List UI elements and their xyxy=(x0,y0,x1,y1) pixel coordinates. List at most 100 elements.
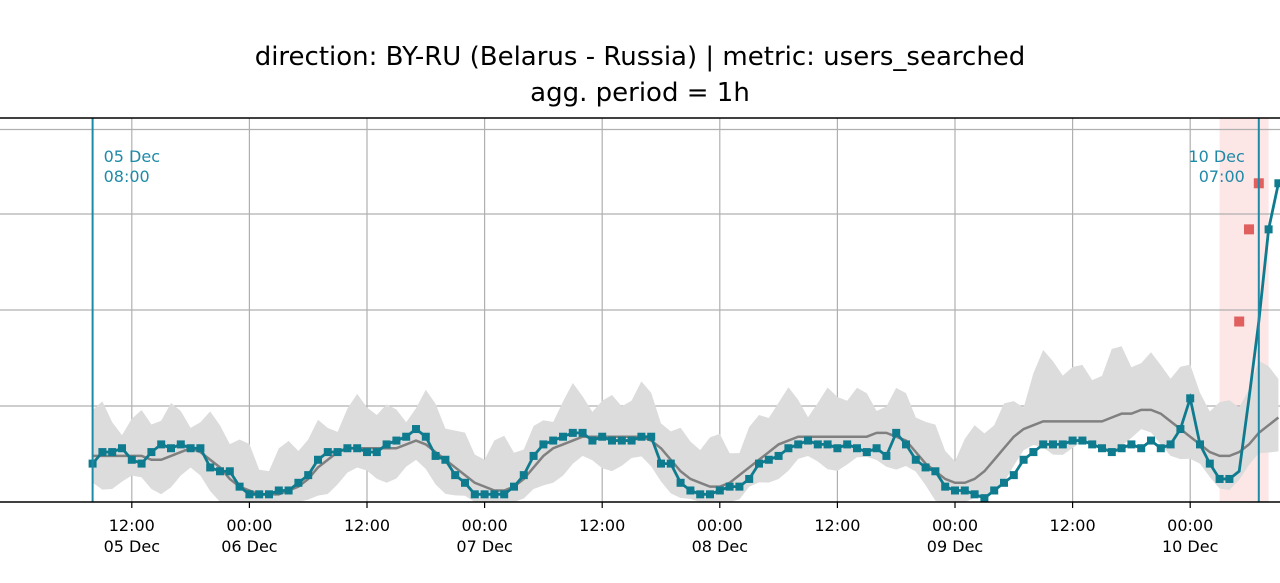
x-tick-label-time: 12:00 xyxy=(1050,516,1096,535)
actual-point xyxy=(568,428,577,437)
actual-point xyxy=(186,444,195,453)
actual-point xyxy=(235,482,244,491)
axes-layer xyxy=(0,117,1280,503)
actual-point xyxy=(274,486,283,495)
actual-line-layer xyxy=(88,178,1280,503)
marker-label-time: 07:00 xyxy=(1199,167,1245,186)
actual-point xyxy=(559,432,567,441)
actual-point xyxy=(176,440,185,449)
actual-point xyxy=(304,471,313,480)
actual-point xyxy=(696,490,705,499)
x-tick-label-date: 06 Dec xyxy=(221,537,277,556)
x-tick-label-time: 00:00 xyxy=(1167,516,1213,535)
actual-point xyxy=(1205,459,1214,468)
actual-point xyxy=(970,490,979,499)
confidence-band-layer xyxy=(92,346,1279,502)
confidence-band xyxy=(92,346,1279,502)
actual-point xyxy=(960,486,969,495)
actual-point xyxy=(1176,425,1185,434)
actual-point xyxy=(490,490,499,499)
actual-point xyxy=(608,436,616,445)
marker-label-time: 08:00 xyxy=(104,167,150,186)
actual-point xyxy=(764,455,773,464)
actual-point xyxy=(657,459,665,468)
actual-point xyxy=(843,440,852,449)
actual-point xyxy=(255,490,264,499)
actual-point xyxy=(157,440,166,449)
x-tick-labels-layer: 12:00 05 Dec 00:00 06 Dec 12:00 00:00 07 Dec 12… xyxy=(104,502,1218,556)
actual-point xyxy=(1068,436,1077,445)
actual-point xyxy=(147,448,156,457)
actual-point xyxy=(412,425,420,434)
actual-point xyxy=(784,444,793,453)
actual-point xyxy=(1127,440,1136,449)
actual-point xyxy=(529,451,538,460)
actual-point xyxy=(118,444,126,453)
x-tick-label-date: 08 Dec xyxy=(692,537,748,556)
actual-point xyxy=(333,448,342,457)
actual-point xyxy=(127,455,136,464)
actual-point xyxy=(1274,179,1280,188)
actual-point xyxy=(284,486,293,495)
actual-point xyxy=(1156,444,1165,453)
x-tick-label-time: 12:00 xyxy=(579,516,625,535)
actual-point xyxy=(1186,394,1195,403)
actual-point xyxy=(745,474,754,483)
actual-point xyxy=(804,436,812,445)
actual-point xyxy=(98,448,107,457)
actual-point xyxy=(1039,440,1048,449)
chart-title-line-2: agg. period = 1h xyxy=(530,78,750,108)
x-tick-label-time: 12:00 xyxy=(109,516,155,535)
actual-point xyxy=(225,467,234,476)
actual-point xyxy=(980,494,989,503)
actual-point xyxy=(196,444,205,453)
x-tick-label-date: 07 Dec xyxy=(456,537,512,556)
actual-point xyxy=(314,455,322,464)
actual-point xyxy=(519,471,528,480)
actual-point xyxy=(461,478,469,487)
actual-point xyxy=(1019,455,1028,464)
actual-point xyxy=(931,467,940,476)
actual-point xyxy=(167,444,175,453)
actual-point xyxy=(1215,474,1224,483)
actual-point xyxy=(990,486,999,495)
actual-point xyxy=(431,451,440,460)
actual-point xyxy=(1088,440,1097,449)
actual-point xyxy=(627,436,636,445)
actual-point xyxy=(1166,440,1175,449)
actual-point xyxy=(245,490,254,499)
actual-point xyxy=(1264,225,1273,234)
actual-point xyxy=(353,444,362,453)
actual-point xyxy=(441,455,450,464)
actual-point xyxy=(108,448,117,457)
actual-point xyxy=(294,478,303,487)
actual-point xyxy=(853,444,861,453)
actual-point xyxy=(137,459,146,468)
actual-point xyxy=(706,490,714,499)
actual-point xyxy=(1009,471,1018,480)
actual-point xyxy=(921,463,930,472)
actual-point xyxy=(598,432,607,441)
actual-point xyxy=(676,478,685,487)
actual-point xyxy=(647,432,656,441)
actual-point xyxy=(686,486,695,495)
x-tick-label-time: 00:00 xyxy=(462,516,508,535)
actual-point xyxy=(1000,478,1008,487)
actual-point xyxy=(735,482,744,491)
anomaly-point xyxy=(1234,316,1245,327)
x-tick-label-date: 09 Dec xyxy=(927,537,983,556)
actual-point xyxy=(588,436,597,445)
actual-point xyxy=(500,490,509,499)
actual-point xyxy=(470,490,479,499)
actual-point xyxy=(363,448,371,457)
actual-point xyxy=(382,440,391,449)
actual-point xyxy=(882,451,891,460)
actual-point xyxy=(911,455,920,464)
actual-point xyxy=(1196,440,1204,449)
anomaly-point xyxy=(1244,224,1254,235)
actual-point xyxy=(872,444,881,453)
actual-point xyxy=(755,459,763,468)
actual-point xyxy=(1078,436,1087,445)
actual-point xyxy=(892,428,901,437)
